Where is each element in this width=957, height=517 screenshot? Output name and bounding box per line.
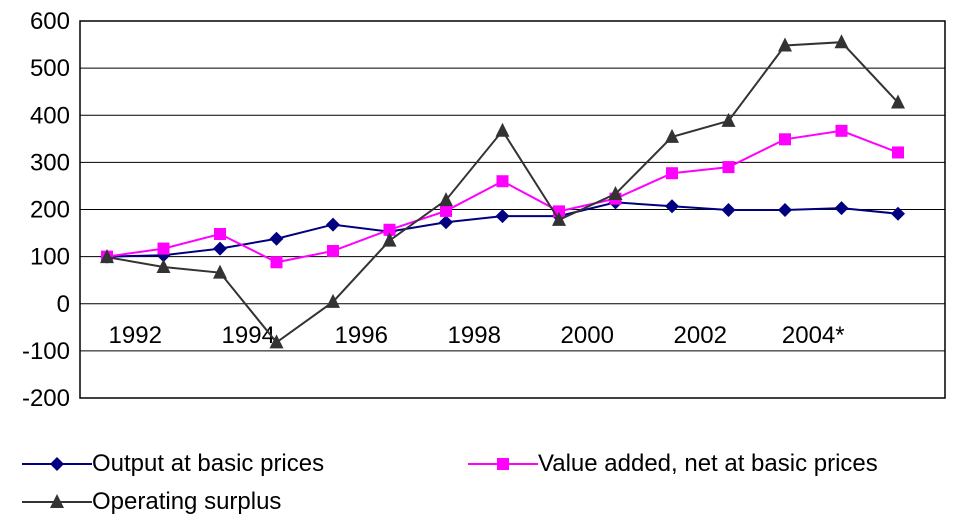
plot-area-border xyxy=(79,20,946,399)
data-point xyxy=(721,112,736,127)
series-2 xyxy=(100,34,905,349)
data-point xyxy=(496,175,509,188)
x-tick-label: 2002 xyxy=(674,322,727,349)
data-point xyxy=(495,209,510,224)
square-marker-icon xyxy=(468,458,538,470)
data-point xyxy=(270,256,283,269)
y-tick-label: 300 xyxy=(30,149,70,176)
data-point xyxy=(722,161,735,174)
x-tick-label: 1994 xyxy=(222,322,275,349)
data-point xyxy=(213,241,227,256)
legend-item-operating-surplus: Operating surplus xyxy=(22,488,281,516)
data-point xyxy=(778,202,792,217)
diamond-marker-icon xyxy=(22,457,92,471)
y-axis-ticks: 600 500 400 300 200 100 0 -100 -200 xyxy=(22,8,70,412)
legend-label-value-added: Value added, net at basic prices xyxy=(538,450,878,477)
x-tick-label: 2004* xyxy=(782,322,845,349)
data-point xyxy=(100,249,114,264)
data-point xyxy=(326,217,340,232)
data-point xyxy=(892,146,904,159)
data-point xyxy=(382,232,397,247)
data-point xyxy=(778,37,792,52)
data-point xyxy=(835,124,848,137)
data-point xyxy=(891,206,905,221)
data-point xyxy=(157,242,170,255)
data-point xyxy=(439,215,453,230)
data-point xyxy=(156,258,171,273)
series-line xyxy=(106,129,899,264)
data-point xyxy=(834,34,849,49)
legend-item-value-added: Value added, net at basic prices xyxy=(468,450,878,478)
data-point xyxy=(440,204,452,217)
legend-label-operating-surplus: Operating surplus xyxy=(92,488,282,515)
data-point xyxy=(213,264,227,279)
x-tick-label: 1996 xyxy=(335,322,388,349)
legend-label-output: Output at basic prices xyxy=(92,450,325,477)
data-point xyxy=(665,128,679,143)
data-point xyxy=(665,199,679,214)
data-point xyxy=(834,201,849,216)
data-point xyxy=(269,334,284,349)
data-point xyxy=(666,167,678,180)
y-tick-label: -200 xyxy=(22,385,70,412)
series-group xyxy=(100,34,905,349)
y-tick-label: 500 xyxy=(30,55,70,82)
data-point xyxy=(214,228,226,241)
x-tick-label: 2000 xyxy=(561,322,614,349)
data-point xyxy=(779,133,791,146)
series-line xyxy=(106,41,899,344)
data-point xyxy=(891,94,905,109)
y-tick-label: -100 xyxy=(22,338,70,365)
y-tick-label: 600 xyxy=(30,8,70,35)
x-tick-label: 1992 xyxy=(109,322,162,349)
data-point xyxy=(326,293,340,308)
x-tick-label: 1998 xyxy=(448,322,501,349)
data-point xyxy=(439,192,453,207)
y-tick-label: 400 xyxy=(30,102,70,129)
x-axis-ticks: 1992 1994 1996 1998 2000 2002 2004* xyxy=(109,322,845,349)
data-point xyxy=(383,223,396,236)
y-tick-label: 0 xyxy=(57,291,70,318)
triangle-marker-icon xyxy=(22,494,92,508)
data-point xyxy=(552,211,566,226)
gridlines xyxy=(80,67,945,352)
y-tick-label: 100 xyxy=(30,244,70,271)
y-tick-label: 200 xyxy=(30,197,70,224)
data-point xyxy=(269,231,284,246)
data-point xyxy=(327,244,339,257)
legend-item-output: Output at basic prices xyxy=(22,450,324,478)
data-point xyxy=(608,185,623,200)
data-point xyxy=(721,202,736,217)
data-point xyxy=(495,122,510,137)
